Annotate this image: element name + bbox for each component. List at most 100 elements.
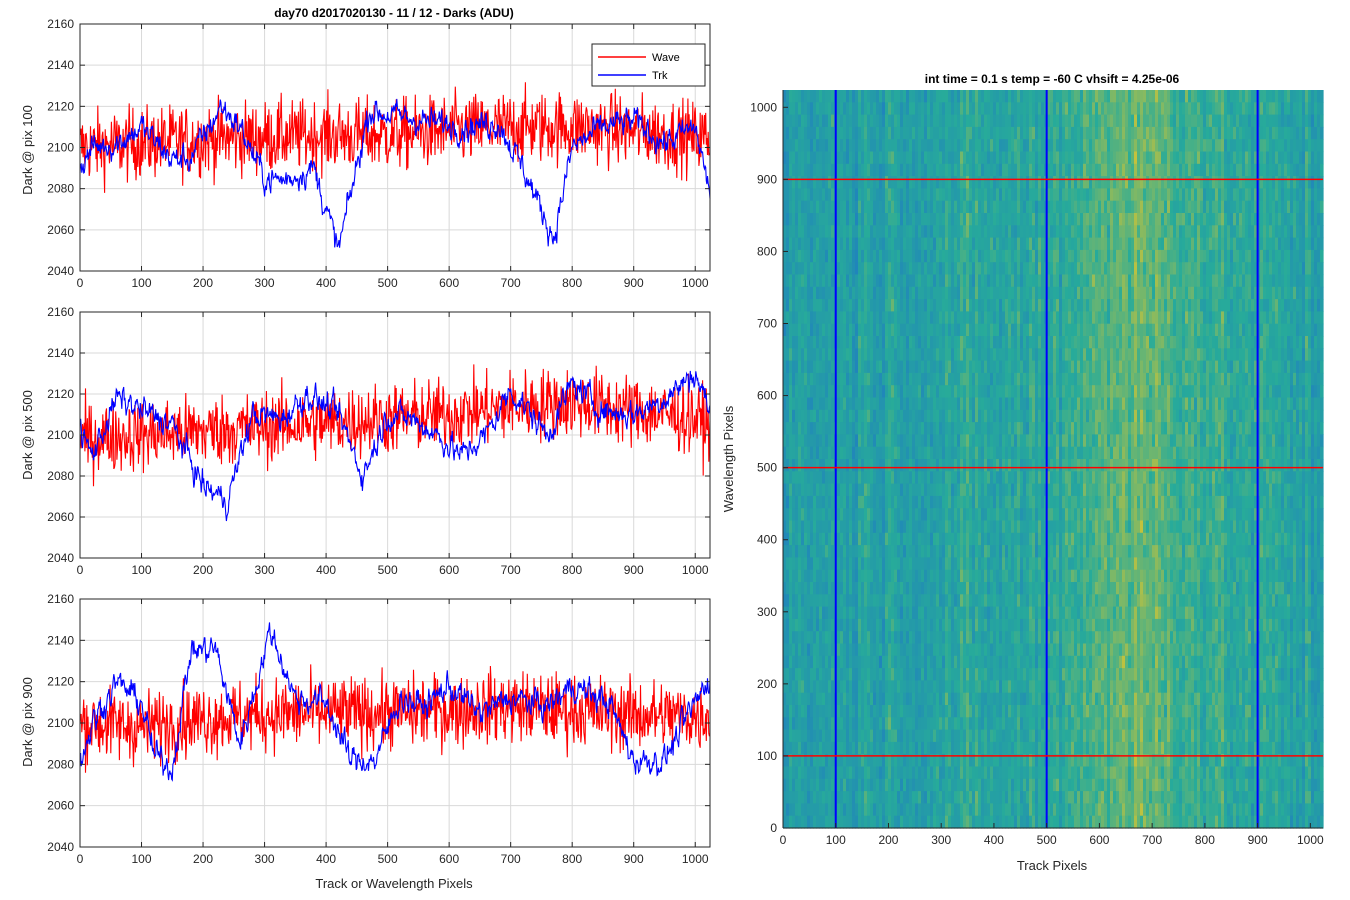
heatmap-cell (924, 102, 928, 116)
heatmap-cell (864, 446, 868, 460)
heatmap-cell (927, 631, 931, 645)
heatmap-cell (930, 249, 934, 263)
heatmap-cell (795, 446, 799, 460)
heatmap-cell (954, 360, 958, 374)
heatmap-cell (939, 409, 943, 423)
heatmap-cell (789, 311, 793, 325)
heatmap-cell (858, 311, 862, 325)
heatmap-cell (870, 803, 874, 817)
heatmap-cell (918, 545, 922, 558)
heatmap-cell (822, 741, 826, 755)
heatmap-cell (948, 791, 952, 804)
heatmap-cell (828, 520, 832, 534)
heatmap-cell (831, 249, 835, 263)
heatmap-cell (807, 791, 811, 804)
heatmap-cell (963, 151, 967, 165)
heatmap-cell (975, 311, 979, 325)
heatmap-cell (954, 655, 958, 669)
heatmap-cell (978, 815, 982, 829)
heatmap-cell (945, 778, 949, 792)
heatmap-cell (897, 815, 901, 829)
heatmap-cell (882, 372, 886, 386)
heatmap-cell (882, 151, 886, 165)
heatmap-cell (996, 286, 1000, 300)
heatmap-cell (957, 668, 961, 681)
heatmap-cell (867, 286, 871, 300)
heatmap-cell (978, 532, 982, 546)
heatmap-cell (882, 495, 886, 509)
heatmap-cell (924, 741, 928, 755)
heatmap-cell (957, 151, 961, 165)
heatmap-cell (867, 582, 871, 595)
heatmap-cell (867, 459, 871, 472)
heatmap-cell (852, 422, 856, 435)
heatmap-cell (903, 237, 907, 251)
heatmap-cell (903, 446, 907, 460)
heatmap-cell (801, 495, 805, 509)
heatmap-cell (825, 372, 829, 386)
heatmap-cell (942, 754, 946, 768)
heatmap-cell (951, 372, 955, 386)
heatmap-cell (891, 114, 895, 128)
heatmap-cell (990, 459, 994, 472)
heatmap-cell (807, 348, 811, 362)
heatmap-cell (906, 90, 910, 103)
heatmap-cell (972, 348, 976, 362)
heatmap-cell (828, 741, 832, 755)
heatmap-cell (795, 90, 799, 103)
heatmap-cell (942, 692, 946, 706)
heatmap-cell (948, 705, 952, 718)
heatmap-cell (816, 299, 820, 312)
heatmap-cell (966, 680, 970, 694)
heatmap-cell (825, 778, 829, 792)
heatmap-cell (810, 200, 814, 214)
heatmap-cell (939, 631, 943, 645)
heatmap-cell (828, 495, 832, 509)
heatmap-cell (903, 680, 907, 694)
x-tick-label: 400 (316, 276, 336, 290)
heatmap-cell (939, 557, 943, 571)
heatmap-cell (879, 754, 883, 768)
heatmap-cell (873, 114, 877, 128)
heatmap-cell (981, 557, 985, 571)
heatmap-cell (864, 655, 868, 669)
heatmap-cell (972, 459, 976, 472)
heatmap-cell (948, 200, 952, 214)
heatmap-cell (948, 434, 952, 448)
heatmap-cell (825, 692, 829, 706)
heatmap-cell (831, 557, 835, 571)
heatmap-cell (984, 286, 988, 300)
heatmap-cell (930, 336, 934, 349)
heatmap-cell (894, 815, 898, 829)
heatmap-cell (987, 508, 991, 522)
heatmap-cell (792, 643, 796, 657)
heatmap-cell (933, 606, 937, 620)
heatmap-cell (894, 606, 898, 620)
heatmap-cell (843, 594, 847, 608)
heatmap-cell (831, 348, 835, 362)
heatmap-cell (804, 213, 808, 226)
heatmap-cell (876, 815, 880, 829)
heatmap-cell (852, 717, 856, 731)
heatmap-cell (891, 582, 895, 595)
heatmap-cell (816, 249, 820, 263)
heatmap-cell (807, 446, 811, 460)
heatmap-cell (855, 422, 859, 435)
heatmap-cell (852, 409, 856, 423)
heatmap-cell (948, 422, 952, 435)
heatmap-cell (858, 594, 862, 608)
heatmap-cell (936, 213, 940, 226)
heatmap-cell (912, 791, 916, 804)
heatmap-cell (948, 508, 952, 522)
heatmap-cell (858, 791, 862, 804)
heatmap-cell (912, 643, 916, 657)
heatmap-cell (825, 286, 829, 300)
heatmap-cell (939, 360, 943, 374)
heatmap-cell (909, 495, 913, 509)
heatmap-cell (894, 434, 898, 448)
heatmap-cell (810, 237, 814, 251)
heatmap-cell (825, 618, 829, 632)
heatmap-cell (813, 766, 817, 780)
heatmap-cell (927, 680, 931, 694)
heatmap-cell (870, 729, 874, 743)
